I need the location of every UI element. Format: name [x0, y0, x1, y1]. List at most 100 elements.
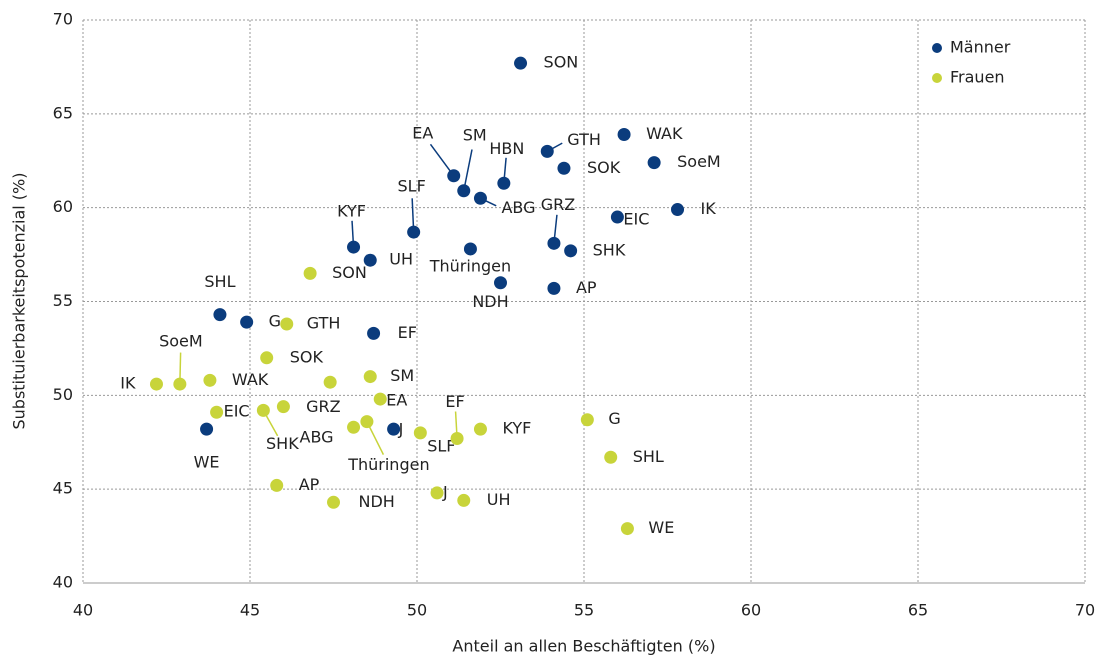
- point-label: WAK: [232, 370, 269, 389]
- point: [413, 426, 427, 440]
- point: [373, 392, 387, 406]
- point-label: UH: [487, 490, 511, 509]
- point: [200, 422, 214, 436]
- point: [447, 169, 461, 183]
- legend-marker: [932, 73, 942, 83]
- point: [347, 240, 361, 254]
- point: [210, 405, 224, 419]
- point: [240, 315, 254, 329]
- point: [173, 377, 187, 391]
- point-label: IK: [120, 374, 136, 393]
- point: [430, 486, 444, 500]
- point: [203, 373, 217, 387]
- point-label: Thüringen: [347, 455, 429, 474]
- point-label: AP: [299, 475, 320, 494]
- point-label: GTH: [307, 314, 341, 333]
- point: [323, 375, 337, 389]
- point: [494, 276, 507, 290]
- point: [457, 184, 471, 198]
- point: [270, 478, 284, 492]
- point-label: KYF: [502, 419, 531, 438]
- point-label: EA: [412, 123, 433, 142]
- point-label: GTH: [567, 130, 601, 149]
- point-label: SON: [544, 53, 579, 72]
- point: [303, 266, 317, 280]
- point-label: KYF: [337, 202, 366, 221]
- point: [617, 127, 631, 141]
- legend-label: Männer: [950, 38, 1011, 57]
- point-label: SHK: [266, 434, 299, 453]
- y-axis-title: Substituierbarkeitspotenzial (%): [10, 173, 29, 430]
- point-label: SoeM: [159, 332, 203, 351]
- point: [604, 450, 618, 464]
- point: [473, 191, 487, 205]
- y-tick-label: 50: [53, 385, 73, 404]
- point: [564, 244, 578, 258]
- point: [260, 351, 274, 365]
- point-label: GRZ: [306, 397, 341, 416]
- point-label: SoeM: [677, 152, 721, 171]
- point: [149, 377, 163, 391]
- legend-label: Frauen: [950, 68, 1005, 87]
- point-label: GRZ: [541, 195, 576, 214]
- point-label: SHL: [204, 272, 235, 291]
- point-label: ABG: [501, 198, 535, 217]
- point-label: EF: [445, 392, 464, 411]
- legend-marker: [932, 43, 942, 53]
- point-label: NDH: [359, 492, 395, 511]
- point: [280, 317, 294, 331]
- point-label: G: [269, 312, 281, 331]
- point: [360, 415, 374, 429]
- point-label: UH: [389, 250, 413, 269]
- point: [557, 161, 571, 175]
- point-label: J: [442, 482, 448, 501]
- y-tick-label: 60: [53, 197, 73, 216]
- point: [276, 400, 290, 414]
- point-label: SON: [332, 263, 367, 282]
- point-label: EIC: [623, 210, 649, 229]
- point-label: SOK: [290, 347, 324, 366]
- point-label: NDH: [472, 292, 508, 311]
- point: [367, 326, 381, 340]
- point: [580, 413, 594, 427]
- x-axis-title: Anteil an allen Beschäftigten (%): [452, 637, 715, 656]
- point: [473, 422, 487, 436]
- x-tick-label: 40: [73, 601, 93, 620]
- point-label: IK: [701, 199, 717, 218]
- point-label: G: [608, 409, 620, 428]
- leader-line: [463, 149, 473, 191]
- x-tick-label: 70: [1075, 601, 1095, 620]
- point-label: AP: [576, 278, 597, 297]
- y-tick-label: 65: [53, 103, 73, 122]
- point: [620, 522, 634, 536]
- x-tick-label: 60: [741, 601, 761, 620]
- point-label: HBN: [489, 139, 524, 158]
- x-tick-label: 50: [407, 601, 427, 620]
- x-tick-label: 55: [574, 601, 594, 620]
- point: [450, 431, 464, 445]
- point-label: WAK: [646, 124, 683, 143]
- x-tick-label: 45: [240, 601, 260, 620]
- point-label: EA: [386, 391, 407, 410]
- point: [497, 176, 511, 190]
- point: [213, 308, 227, 322]
- point: [540, 144, 554, 158]
- point: [327, 495, 340, 509]
- point-label: SHL: [633, 447, 664, 466]
- y-tick-label: 55: [53, 291, 73, 310]
- leader-line: [429, 143, 455, 177]
- y-tick-label: 70: [53, 10, 73, 29]
- point: [457, 493, 471, 507]
- point-label: SM: [463, 125, 487, 144]
- point: [363, 253, 377, 267]
- point: [387, 422, 401, 436]
- point: [514, 56, 528, 70]
- point-label: EF: [398, 323, 417, 342]
- point: [256, 403, 270, 417]
- point-label: ABG: [300, 428, 334, 447]
- point: [463, 242, 477, 256]
- point-label: SHK: [593, 240, 626, 259]
- point-label: SOK: [587, 158, 621, 177]
- point: [363, 370, 377, 384]
